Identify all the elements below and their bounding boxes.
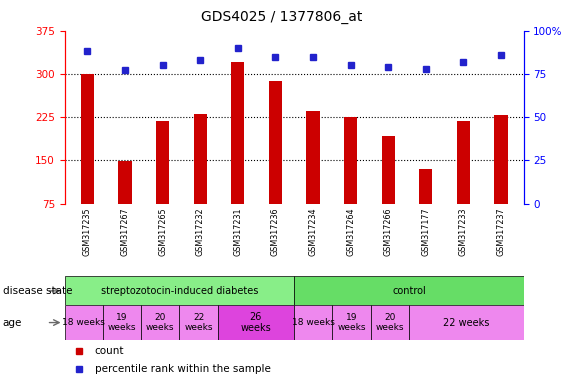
Text: GSM317266: GSM317266: [384, 207, 393, 256]
Text: GSM317232: GSM317232: [195, 207, 204, 256]
Bar: [306, 111, 320, 247]
Text: 22 weeks: 22 weeks: [443, 318, 489, 328]
Bar: [218, 305, 294, 340]
Text: 20
weeks: 20 weeks: [146, 313, 175, 332]
Bar: [409, 305, 524, 340]
Bar: [382, 136, 395, 247]
Bar: [65, 276, 294, 305]
Bar: [180, 305, 218, 340]
Text: 18 weeks: 18 weeks: [62, 318, 105, 327]
Text: GSM317235: GSM317235: [83, 207, 92, 256]
Bar: [231, 62, 244, 247]
Text: GSM317267: GSM317267: [120, 207, 129, 256]
Text: 26
weeks: 26 weeks: [240, 312, 271, 333]
Bar: [419, 169, 432, 247]
Text: GSM317237: GSM317237: [497, 207, 506, 256]
Text: 19
weeks: 19 weeks: [108, 313, 136, 332]
Bar: [294, 276, 524, 305]
Text: streptozotocin-induced diabetes: streptozotocin-induced diabetes: [101, 286, 258, 296]
Bar: [332, 305, 370, 340]
Bar: [294, 305, 332, 340]
Text: GSM317234: GSM317234: [309, 207, 318, 256]
Text: 20
weeks: 20 weeks: [376, 313, 404, 332]
Bar: [494, 115, 508, 247]
Text: percentile rank within the sample: percentile rank within the sample: [95, 364, 270, 374]
Bar: [269, 81, 282, 247]
Text: 19
weeks: 19 weeks: [337, 313, 366, 332]
Text: GSM317265: GSM317265: [158, 207, 167, 256]
Text: GSM317177: GSM317177: [421, 207, 430, 256]
Bar: [81, 74, 94, 247]
Text: disease state: disease state: [3, 286, 72, 296]
Bar: [118, 161, 132, 247]
Text: count: count: [95, 346, 124, 356]
Text: GSM317233: GSM317233: [459, 207, 468, 256]
Bar: [194, 114, 207, 247]
Text: 18 weeks: 18 weeks: [292, 318, 335, 327]
Text: GSM317231: GSM317231: [233, 207, 242, 256]
Bar: [344, 117, 357, 247]
Text: GSM317236: GSM317236: [271, 207, 280, 256]
Text: control: control: [392, 286, 426, 296]
Bar: [156, 121, 169, 247]
Bar: [65, 305, 103, 340]
Bar: [141, 305, 180, 340]
Bar: [103, 305, 141, 340]
Bar: [370, 305, 409, 340]
Text: GSM317264: GSM317264: [346, 207, 355, 256]
Text: 22
weeks: 22 weeks: [184, 313, 213, 332]
Text: age: age: [3, 318, 22, 328]
Text: GDS4025 / 1377806_at: GDS4025 / 1377806_at: [201, 10, 362, 23]
Bar: [457, 121, 470, 247]
